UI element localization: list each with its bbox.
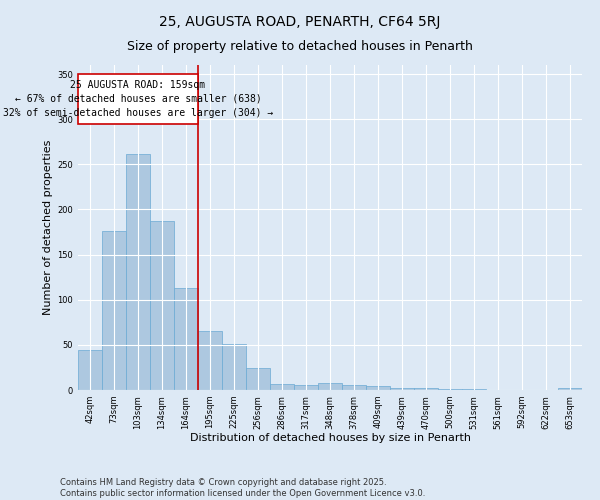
Bar: [342, 386, 366, 390]
Bar: [102, 231, 126, 390]
Text: 25 AUGUSTA ROAD: 159sqm
← 67% of detached houses are smaller (638)
32% of semi-d: 25 AUGUSTA ROAD: 159sqm ← 67% of detache…: [3, 80, 273, 118]
Bar: [366, 386, 390, 390]
Bar: [198, 332, 222, 390]
Bar: [318, 383, 342, 390]
FancyBboxPatch shape: [78, 74, 198, 124]
Bar: [270, 384, 294, 390]
Text: 25, AUGUSTA ROAD, PENARTH, CF64 5RJ: 25, AUGUSTA ROAD, PENARTH, CF64 5RJ: [160, 15, 440, 29]
Text: Size of property relative to detached houses in Penarth: Size of property relative to detached ho…: [127, 40, 473, 53]
Bar: [438, 389, 462, 390]
Bar: [462, 389, 486, 390]
Bar: [294, 384, 318, 390]
Text: Contains HM Land Registry data © Crown copyright and database right 2025.
Contai: Contains HM Land Registry data © Crown c…: [60, 478, 425, 498]
Bar: [414, 388, 438, 390]
X-axis label: Distribution of detached houses by size in Penarth: Distribution of detached houses by size …: [190, 433, 470, 443]
Bar: [222, 344, 246, 390]
Bar: [558, 388, 582, 390]
Bar: [150, 221, 174, 390]
Bar: [390, 388, 414, 390]
Bar: [174, 288, 198, 390]
Bar: [246, 368, 270, 390]
Bar: [126, 154, 150, 390]
Bar: [78, 350, 102, 390]
Y-axis label: Number of detached properties: Number of detached properties: [43, 140, 53, 315]
